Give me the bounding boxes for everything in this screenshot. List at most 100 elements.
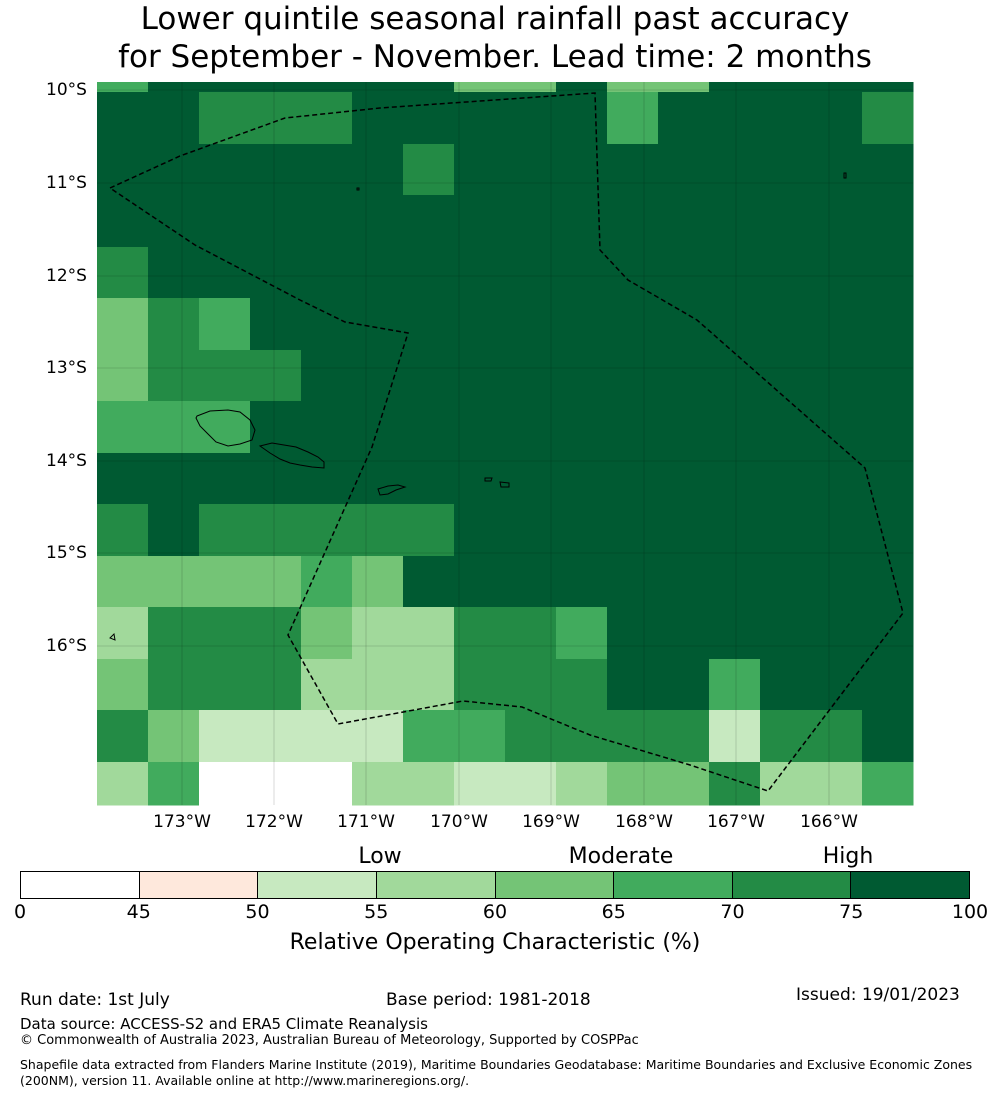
- map-gridlines: [97, 82, 913, 805]
- grid-cell: [301, 144, 353, 196]
- grid-cell: [505, 92, 557, 145]
- grid-cell: [811, 92, 863, 145]
- grid-cell: [148, 350, 200, 402]
- grid-cell: [199, 195, 251, 248]
- grid-cell: [97, 298, 149, 351]
- grid-cell: [658, 195, 710, 248]
- lon-label: 171°W: [337, 812, 395, 832]
- rainfall-accuracy-map: [97, 82, 914, 806]
- colorbar-tick-label: 55: [364, 901, 389, 923]
- grid-cell: [97, 607, 149, 660]
- grid-cell: [811, 144, 863, 196]
- grid-cell: [505, 607, 557, 660]
- grid-cell: [199, 762, 251, 806]
- colorbar: [20, 871, 970, 899]
- grid-cell: [556, 556, 608, 608]
- grid-cell: [505, 350, 557, 402]
- grid-cell: [148, 556, 200, 608]
- grid-cell: [760, 350, 812, 402]
- grid-cell: [505, 247, 557, 299]
- grid-cell: [97, 453, 149, 505]
- island-west-small: [109, 632, 116, 641]
- grid-cell: [709, 401, 761, 454]
- grid-cell: [403, 195, 455, 248]
- grid-cells: [97, 82, 914, 806]
- grid-cell: [607, 607, 659, 660]
- grid-cell: [403, 504, 455, 557]
- grid-cell: [199, 504, 251, 557]
- grid-cell: [352, 453, 404, 505]
- grid-cell: [352, 607, 404, 660]
- grid-cell: [811, 298, 863, 351]
- copyright: © Commonwealth of Australia 2023, Austra…: [20, 1033, 639, 1048]
- grid-cell: [505, 82, 557, 93]
- grid-cell: [709, 144, 761, 196]
- grid-cell: [352, 556, 404, 608]
- grid-cell: [250, 401, 302, 454]
- grid-cell: [556, 144, 608, 196]
- colorbar-tick-label: 45: [126, 901, 151, 923]
- grid-cell: [403, 607, 455, 660]
- grid-cell: [97, 556, 149, 608]
- grid-cell: [454, 350, 506, 402]
- grid-cell: [862, 556, 914, 608]
- grid-cell: [760, 92, 812, 145]
- grid-cell: [709, 82, 761, 93]
- grid-cell: [301, 556, 353, 608]
- grid-cell: [658, 659, 710, 711]
- grid-cell: [250, 195, 302, 248]
- grid-cell: [97, 762, 149, 806]
- grid-cell: [403, 350, 455, 402]
- lat-label: 10°S: [46, 80, 87, 100]
- grid-cell: [199, 556, 251, 608]
- grid-cell: [862, 762, 914, 806]
- grid-cell: [658, 607, 710, 660]
- grid-cell: [556, 401, 608, 454]
- grid-cell: [607, 762, 659, 806]
- grid-cell: [709, 762, 761, 806]
- grid-cell: [148, 504, 200, 557]
- grid-cell: [658, 401, 710, 454]
- grid-cell: [811, 350, 863, 402]
- issued-date: Issued: 19/01/2023: [796, 985, 960, 1005]
- grid-cell: [709, 710, 761, 763]
- grid-cell: [505, 504, 557, 557]
- lat-label: 12°S: [46, 266, 87, 286]
- shapefile-credit-line-1: Shapefile data extracted from Flanders M…: [20, 1057, 973, 1072]
- island-ofu: [484, 477, 493, 482]
- grid-cell: [862, 710, 914, 763]
- grid-cell: [352, 659, 404, 711]
- lon-label: 173°W: [153, 812, 211, 832]
- grid-cell: [658, 453, 710, 505]
- grid-cell: [709, 504, 761, 557]
- grid-cell: [862, 247, 914, 299]
- grid-cell: [862, 92, 914, 145]
- grid-cell: [607, 92, 659, 145]
- grid-cell: [301, 195, 353, 248]
- grid-cell: [148, 401, 200, 454]
- lat-label: 14°S: [46, 451, 87, 471]
- grid-cell: [148, 92, 200, 145]
- grid-cell: [250, 453, 302, 505]
- grid-cell: [250, 659, 302, 711]
- grid-cell: [403, 710, 455, 763]
- grid-cell: [403, 401, 455, 454]
- lat-label: 11°S: [46, 173, 87, 193]
- lon-label: 168°W: [615, 812, 673, 832]
- grid-cell: [148, 453, 200, 505]
- grid-cell: [760, 607, 812, 660]
- grid-cell: [760, 401, 812, 454]
- base-period: Base period: 1981-2018: [386, 990, 591, 1010]
- grid-cell: [505, 401, 557, 454]
- grid-cell: [301, 401, 353, 454]
- grid-cell: [607, 504, 659, 557]
- colorbar-tick-label: 100: [951, 901, 989, 923]
- lon-label: 170°W: [430, 812, 488, 832]
- grid-cell: [658, 710, 710, 763]
- colorbar-segment: [139, 872, 259, 898]
- grid-cell: [250, 504, 302, 557]
- grid-cell: [148, 82, 200, 93]
- grid-cell: [454, 298, 506, 351]
- grid-cell: [454, 659, 506, 711]
- grid-cell: [709, 298, 761, 351]
